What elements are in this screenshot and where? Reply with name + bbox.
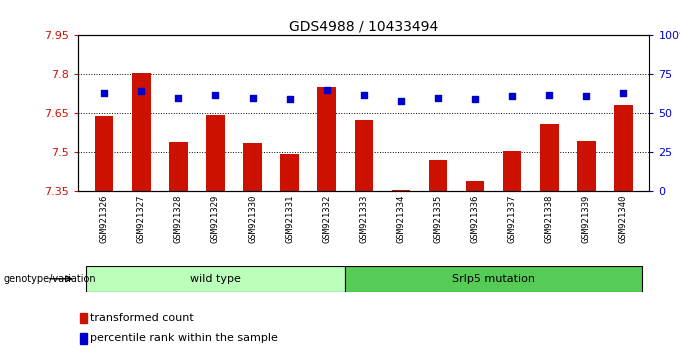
- FancyBboxPatch shape: [86, 266, 345, 292]
- Text: percentile rank within the sample: percentile rank within the sample: [90, 333, 278, 343]
- Bar: [614, 105, 632, 191]
- Text: GSM921337: GSM921337: [508, 195, 517, 243]
- Point: [618, 90, 629, 96]
- Text: GSM921326: GSM921326: [100, 195, 109, 243]
- Bar: [428, 160, 447, 191]
- Text: GSM921339: GSM921339: [582, 195, 591, 243]
- Text: transformed count: transformed count: [90, 313, 194, 323]
- Point: [136, 88, 147, 94]
- Text: GSM921330: GSM921330: [248, 195, 257, 243]
- Text: GSM921334: GSM921334: [396, 195, 405, 243]
- FancyBboxPatch shape: [345, 266, 642, 292]
- Bar: [466, 181, 484, 191]
- Text: GSM921336: GSM921336: [471, 195, 479, 243]
- Text: GSM921329: GSM921329: [211, 195, 220, 243]
- Point: [247, 95, 258, 101]
- Point: [470, 96, 481, 102]
- Point: [507, 93, 517, 99]
- Point: [284, 96, 295, 102]
- Text: genotype/variation: genotype/variation: [3, 274, 96, 284]
- Text: wild type: wild type: [190, 274, 241, 284]
- Point: [544, 92, 555, 97]
- Text: Srlp5 mutation: Srlp5 mutation: [452, 274, 535, 284]
- Point: [321, 87, 332, 93]
- Text: GDS4988 / 10433494: GDS4988 / 10433494: [289, 19, 439, 34]
- Bar: [392, 190, 410, 191]
- Bar: [80, 333, 87, 343]
- Text: GSM921327: GSM921327: [137, 195, 146, 243]
- Bar: [540, 124, 558, 191]
- Text: GSM921332: GSM921332: [322, 195, 331, 243]
- Bar: [354, 120, 373, 191]
- Point: [581, 93, 592, 99]
- Bar: [318, 87, 336, 191]
- Point: [432, 95, 443, 101]
- Text: GSM921340: GSM921340: [619, 195, 628, 243]
- Point: [173, 95, 184, 101]
- Bar: [169, 142, 188, 191]
- Point: [358, 92, 369, 97]
- Point: [99, 90, 109, 96]
- Text: GSM921328: GSM921328: [174, 195, 183, 243]
- Bar: [243, 143, 262, 191]
- Point: [396, 98, 407, 104]
- Bar: [132, 73, 150, 191]
- Bar: [280, 154, 299, 191]
- Text: GSM921333: GSM921333: [359, 195, 369, 243]
- Bar: [80, 313, 87, 323]
- Text: GSM921331: GSM921331: [285, 195, 294, 243]
- Text: GSM921335: GSM921335: [433, 195, 443, 243]
- Bar: [577, 141, 596, 191]
- Bar: [95, 116, 114, 191]
- Bar: [503, 151, 522, 191]
- Point: [210, 92, 221, 97]
- Bar: [206, 115, 224, 191]
- Text: GSM921338: GSM921338: [545, 195, 554, 243]
